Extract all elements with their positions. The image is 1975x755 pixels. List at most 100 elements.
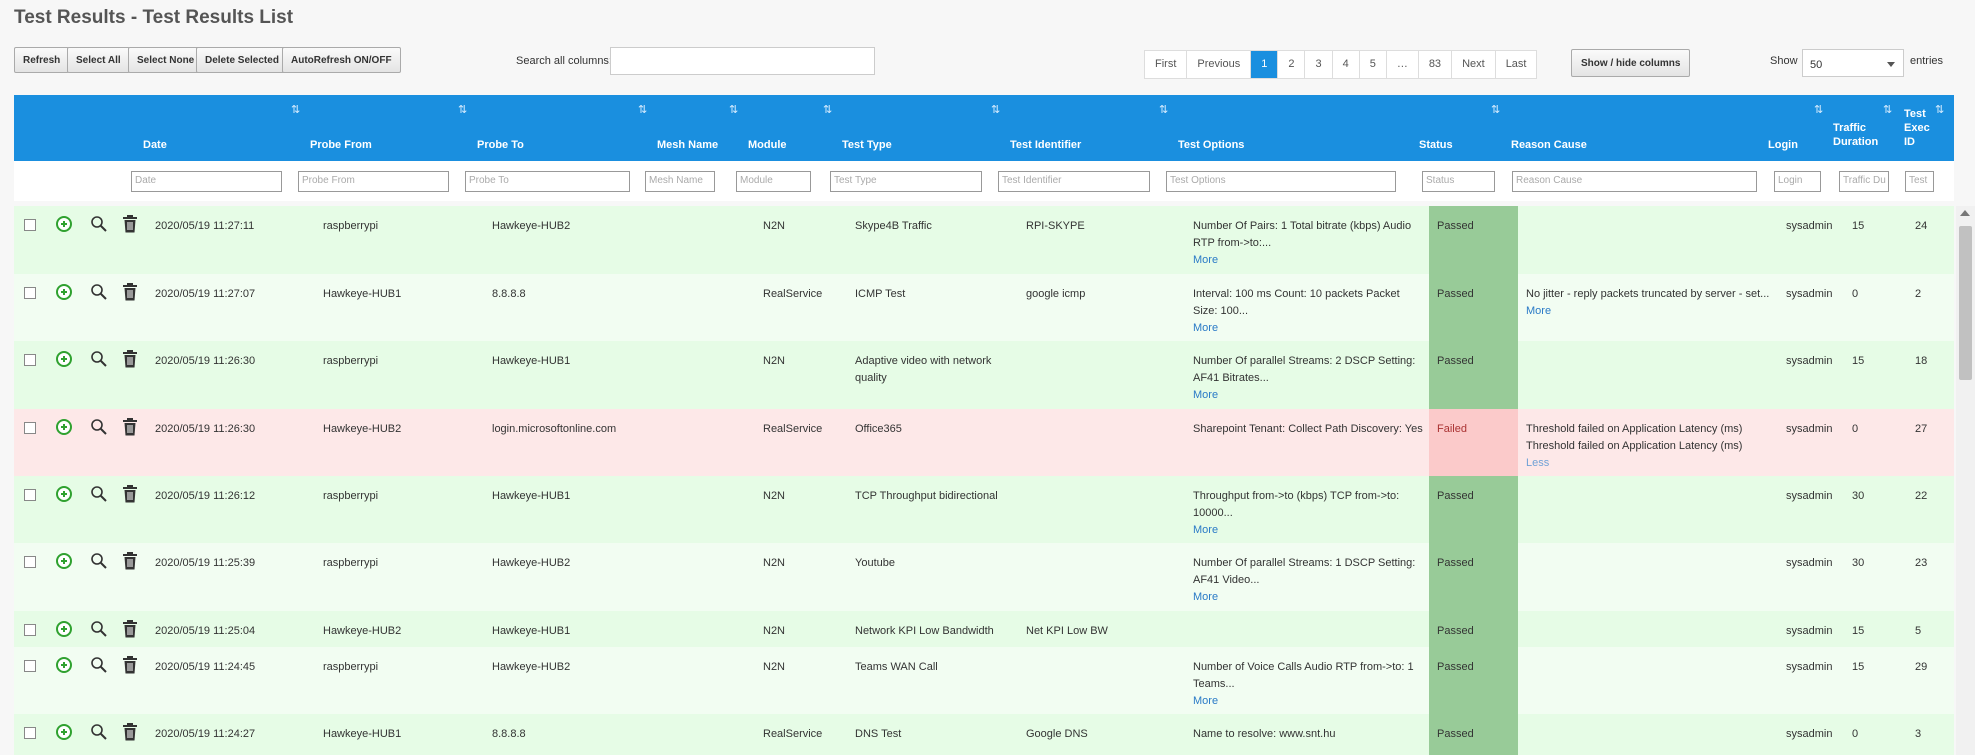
select-none-button[interactable]: Select None — [128, 47, 204, 73]
more-link[interactable]: More — [1526, 305, 1552, 317]
column-header-test-identifier[interactable]: Test Identifier — [1010, 139, 1082, 151]
row-checkbox[interactable] — [24, 287, 36, 299]
sort-icon[interactable]: ⇅ — [1814, 104, 1823, 116]
column-header-date[interactable]: Date — [143, 139, 167, 151]
filter-login[interactable]: Login — [1774, 171, 1821, 192]
add-circle-icon[interactable] — [56, 284, 72, 300]
filter-mesh-name[interactable]: Mesh Name — [645, 171, 715, 192]
trash-icon[interactable] — [122, 656, 138, 674]
search-input[interactable] — [610, 47, 875, 75]
magnifier-icon[interactable] — [90, 656, 108, 674]
row-checkbox[interactable] — [24, 556, 36, 568]
magnifier-icon[interactable] — [90, 215, 108, 233]
add-circle-icon[interactable] — [56, 351, 72, 367]
pagination-previous[interactable]: Previous — [1187, 51, 1252, 78]
autorefresh-toggle-button[interactable]: AutoRefresh ON/OFF — [282, 47, 401, 73]
magnifier-icon[interactable] — [90, 485, 108, 503]
scrollbar-thumb[interactable] — [1959, 226, 1972, 380]
filter-date[interactable]: Date — [131, 171, 282, 192]
sort-icon[interactable]: ⇅ — [638, 104, 647, 116]
column-header-probe-to[interactable]: Probe To — [477, 139, 524, 151]
filter-reason-cause[interactable]: Reason Cause — [1512, 171, 1757, 192]
column-header-test-options[interactable]: Test Options — [1178, 139, 1245, 151]
filter-traffic-duration[interactable]: Traffic Du — [1839, 171, 1889, 192]
table-row[interactable]: 2020/05/19 11:24:27 Hawkeye-HUB1 8.8.8.8… — [14, 714, 1954, 755]
more-link[interactable]: More — [1193, 524, 1219, 536]
magnifier-icon[interactable] — [90, 723, 108, 741]
pagination-next[interactable]: Next — [1452, 51, 1496, 78]
column-header-traffic-duration[interactable]: Traffic Duration — [1833, 121, 1878, 149]
filter-exec-id[interactable]: Test — [1905, 171, 1934, 192]
more-link[interactable]: More — [1193, 254, 1219, 266]
column-header-module[interactable]: Module — [748, 139, 787, 151]
trash-icon[interactable] — [122, 350, 138, 368]
column-header-test-type[interactable]: Test Type — [842, 139, 892, 151]
column-header-mesh-name[interactable]: Mesh Name — [657, 139, 719, 151]
more-link[interactable]: More — [1193, 695, 1219, 707]
add-circle-icon[interactable] — [56, 486, 72, 502]
sort-icon[interactable]: ⇅ — [1935, 104, 1944, 116]
table-row[interactable]: 2020/05/19 11:26:12 raspberrypi Hawkeye-… — [14, 476, 1954, 543]
sort-icon[interactable]: ⇅ — [1883, 104, 1892, 116]
delete-selected-button[interactable]: Delete Selected — [196, 47, 288, 73]
entries-per-page-select[interactable]: 50 — [1802, 49, 1904, 77]
sort-icon[interactable]: ⇅ — [729, 104, 738, 116]
filter-status[interactable]: Status — [1422, 171, 1495, 192]
table-row[interactable]: 2020/05/19 11:24:45 raspberrypi Hawkeye-… — [14, 647, 1954, 714]
pagination-first[interactable]: First — [1145, 51, 1188, 78]
scroll-up-arrow-icon[interactable] — [1960, 210, 1970, 216]
row-checkbox[interactable] — [24, 219, 36, 231]
sort-icon[interactable]: ⇅ — [991, 104, 1000, 116]
magnifier-icon[interactable] — [90, 350, 108, 368]
filter-module[interactable]: Module — [736, 171, 811, 192]
add-circle-icon[interactable] — [56, 216, 72, 232]
trash-icon[interactable] — [122, 283, 138, 301]
sort-icon[interactable]: ⇅ — [1159, 104, 1168, 116]
sort-icon[interactable]: ⇅ — [458, 104, 467, 116]
row-checkbox[interactable] — [24, 624, 36, 636]
filter-test-identifier[interactable]: Test Identifier — [998, 171, 1150, 192]
row-checkbox[interactable] — [24, 660, 36, 672]
row-checkbox[interactable] — [24, 727, 36, 739]
trash-icon[interactable] — [122, 418, 138, 436]
show-hide-columns-button[interactable]: Show / hide columns — [1571, 49, 1691, 77]
trash-icon[interactable] — [122, 620, 138, 638]
trash-icon[interactable] — [122, 215, 138, 233]
table-row[interactable]: 2020/05/19 11:27:07 Hawkeye-HUB1 8.8.8.8… — [14, 274, 1954, 341]
table-row[interactable]: 2020/05/19 11:25:39 raspberrypi Hawkeye-… — [14, 543, 1954, 611]
row-checkbox[interactable] — [24, 489, 36, 501]
column-header-reason-cause[interactable]: Reason Cause — [1511, 139, 1587, 151]
refresh-button[interactable]: Refresh — [14, 47, 70, 73]
sort-icon[interactable]: ⇅ — [291, 104, 300, 116]
table-row[interactable]: 2020/05/19 11:27:11 raspberrypi Hawkeye-… — [14, 206, 1954, 274]
column-header-exec-id[interactable]: Test Exec ID — [1904, 107, 1930, 149]
pagination-last[interactable]: Last — [1505, 58, 1527, 70]
table-row[interactable]: 2020/05/19 11:25:04 Hawkeye-HUB2 Hawkeye… — [14, 611, 1954, 647]
filter-test-options[interactable]: Test Options — [1166, 171, 1396, 192]
column-header-status[interactable]: Status — [1419, 139, 1453, 151]
pagination-page-2[interactable]: 2 — [1278, 51, 1306, 78]
pagination-page-3[interactable]: 3 — [1305, 51, 1333, 78]
magnifier-icon[interactable] — [90, 552, 108, 570]
filter-probe-to[interactable]: Probe To — [465, 171, 630, 192]
filter-test-type[interactable]: Test Type — [830, 171, 982, 192]
add-circle-icon[interactable] — [56, 419, 72, 435]
trash-icon[interactable] — [122, 723, 138, 741]
add-circle-icon[interactable] — [56, 724, 72, 740]
pagination-page-5[interactable]: 5 — [1360, 51, 1387, 78]
less-link[interactable]: Less — [1526, 457, 1550, 469]
magnifier-icon[interactable] — [90, 620, 108, 638]
pagination-page-1[interactable]: 1 — [1251, 51, 1279, 78]
table-row[interactable]: 2020/05/19 11:26:30 Hawkeye-HUB2 login.m… — [14, 409, 1954, 476]
add-circle-icon[interactable] — [56, 621, 72, 637]
row-checkbox[interactable] — [24, 422, 36, 434]
pagination-page-4[interactable]: 4 — [1333, 51, 1360, 78]
row-checkbox[interactable] — [24, 354, 36, 366]
sort-icon[interactable]: ⇅ — [1491, 104, 1500, 116]
magnifier-icon[interactable] — [90, 283, 108, 301]
add-circle-icon[interactable] — [56, 657, 72, 673]
pagination-page-83[interactable]: 83 — [1419, 51, 1453, 78]
column-header-probe-from[interactable]: Probe From — [310, 139, 372, 151]
table-row[interactable]: 2020/05/19 11:26:30 raspberrypi Hawkeye-… — [14, 341, 1954, 409]
select-all-button[interactable]: Select All — [67, 47, 130, 73]
